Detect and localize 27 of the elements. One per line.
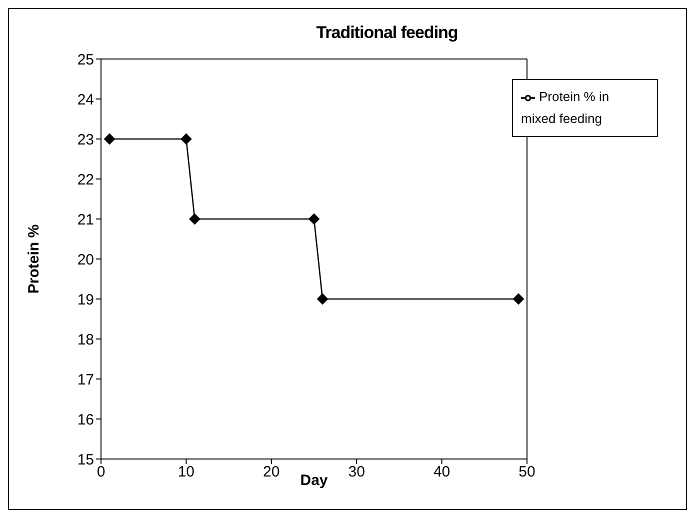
y-tick-label: 20: [77, 251, 94, 268]
x-tick-label: 20: [263, 464, 280, 481]
point: [189, 214, 200, 224]
point: [512, 294, 524, 304]
y-tick-label: 22: [77, 171, 94, 188]
x-tick-label: 30: [348, 464, 365, 481]
point: [317, 294, 328, 304]
x-tick-label: 50: [518, 464, 536, 481]
y-tick-label: 24: [77, 91, 94, 108]
point: [104, 134, 116, 144]
point: [180, 134, 192, 144]
y-tick-label: 18: [77, 331, 94, 348]
y-tick-label: 25: [77, 51, 94, 68]
legend-label: Protein % in mixed feeding: [521, 89, 610, 126]
y-tick-label: 21: [77, 211, 94, 228]
x-tick-label: 10: [178, 464, 195, 481]
point: [308, 214, 320, 224]
x-tick-label: 40: [433, 464, 450, 481]
chart-title: Traditional feeding: [315, 23, 459, 43]
y-tick-label: 17: [77, 371, 94, 388]
y-tick-label: 19: [77, 291, 94, 308]
y-tick-label: 15: [77, 451, 94, 468]
y-tick-label: 16: [77, 411, 94, 428]
y-axis-title: Protein %: [25, 224, 42, 294]
x-axis-title: Day: [300, 472, 328, 489]
x-tick-label: 0: [96, 464, 106, 481]
y-tick-label: 23: [77, 131, 94, 148]
